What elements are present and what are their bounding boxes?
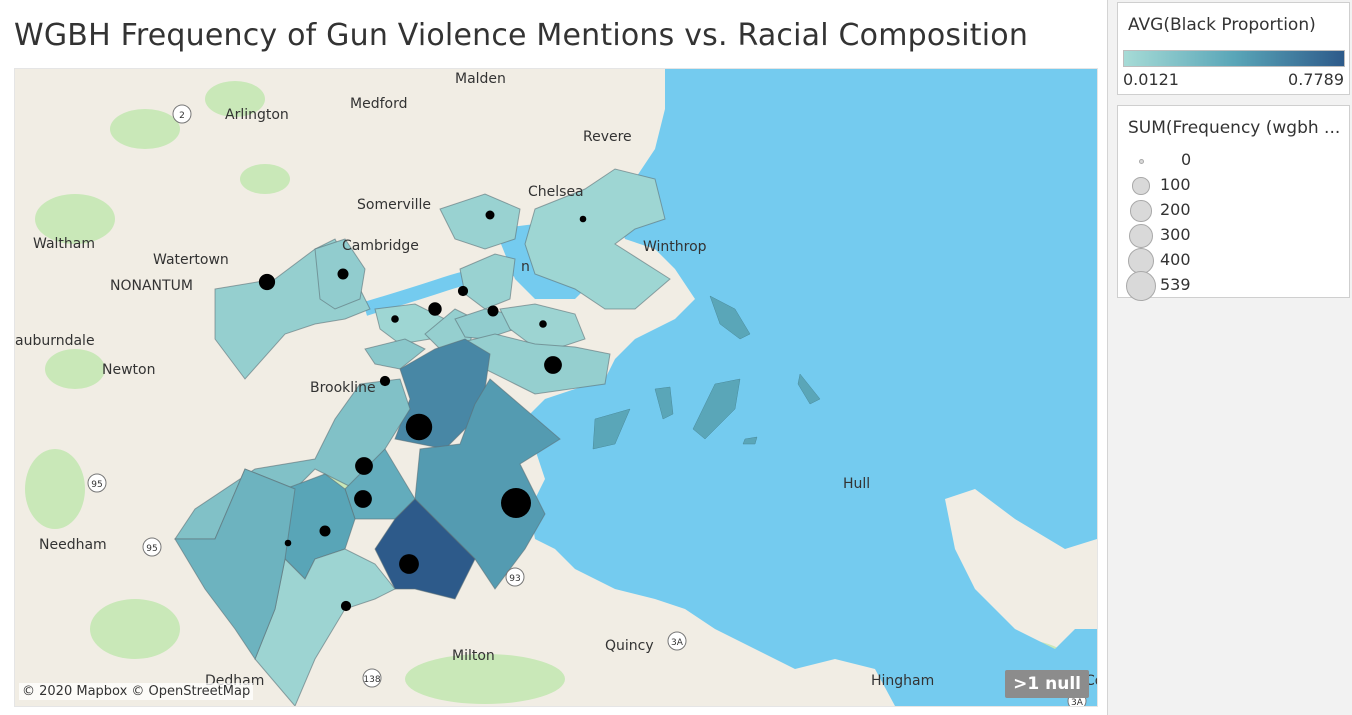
- road-shield: 3A: [667, 631, 687, 651]
- svg-text:3A: 3A: [671, 638, 684, 648]
- neighborhood-1[interactable]: [439, 193, 521, 250]
- place-label: Milton: [452, 648, 495, 664]
- place-label: Winthrop: [643, 239, 707, 255]
- frequency-dot-11[interactable]: [544, 356, 562, 374]
- place-label: Chelsea: [528, 184, 584, 200]
- frequency-dot-13[interactable]: [501, 488, 531, 518]
- svg-text:3A: 3A: [1071, 698, 1084, 706]
- place-label: Cambridge: [342, 238, 419, 254]
- size-legend-circle: [1132, 177, 1150, 195]
- size-legend-item: 200: [1124, 198, 1344, 222]
- map-attribution[interactable]: © 2020 Mapbox © OpenStreetMap: [19, 683, 254, 700]
- frequency-dot-8[interactable]: [487, 305, 499, 317]
- size-legend-item: 100: [1124, 173, 1344, 197]
- place-label: Somerville: [357, 197, 431, 213]
- neighborhood-10[interactable]: [364, 338, 426, 370]
- road-shields: 2 95 95 93 3A 3A 138: [87, 104, 1087, 706]
- road-shield: 93: [505, 567, 525, 587]
- place-label: Revere: [583, 129, 632, 145]
- frequency-dot-2[interactable]: [579, 215, 587, 223]
- color-ramp: [1123, 50, 1345, 67]
- frequency-dot-16[interactable]: [399, 554, 419, 574]
- place-label: Newton: [102, 362, 155, 378]
- size-legend-title: SUM(Frequency (wgbh ...: [1128, 118, 1341, 138]
- size-legend-label: 400: [1160, 250, 1191, 269]
- size-legend-item: 539: [1124, 271, 1344, 301]
- place-label: Arlington: [225, 107, 289, 123]
- frequency-dot-14[interactable]: [355, 457, 373, 475]
- svg-text:95: 95: [146, 544, 157, 554]
- place-label: Hull: [843, 476, 870, 492]
- road-shield: 95: [87, 473, 107, 493]
- place-label: Malden: [455, 71, 506, 87]
- svg-text:138: 138: [363, 675, 380, 685]
- size-legend-item: 300: [1124, 223, 1344, 249]
- size-legend-label: 0: [1181, 150, 1192, 169]
- place-label: Needham: [39, 537, 107, 553]
- place-label: Quincy: [605, 638, 654, 654]
- place-label: Watertown: [153, 252, 229, 268]
- frequency-dot-1[interactable]: [485, 210, 495, 220]
- place-label: Waltham: [33, 236, 95, 252]
- color-legend-min: 0.0121: [1123, 70, 1179, 89]
- worksheet-title: WGBH Frequency of Gun Violence Mentions …: [14, 18, 1029, 53]
- size-legend-label: 539: [1160, 275, 1191, 294]
- neighborhood-16[interactable]: [374, 498, 476, 600]
- size-legend-circle: [1127, 247, 1155, 275]
- size-legend-label: 300: [1160, 225, 1191, 244]
- frequency-dots: [258, 210, 587, 612]
- size-legend-item: 0: [1124, 148, 1344, 172]
- frequency-dot-9[interactable]: [539, 320, 547, 328]
- frequency-dot-10[interactable]: [379, 375, 391, 387]
- neighborhood-19[interactable]: [174, 468, 296, 661]
- frequency-dot-6[interactable]: [391, 315, 399, 323]
- null-indicator-badge[interactable]: >1 null: [1005, 670, 1089, 698]
- size-legend-circle: [1126, 271, 1156, 301]
- place-label: n: [521, 259, 530, 275]
- place-label: Brookline: [310, 380, 376, 396]
- size-legend-circle: [1138, 158, 1144, 164]
- place-labels: Malden Arlington Medford Revere Chelsea Somer…: [15, 71, 1097, 689]
- size-legend-label: 200: [1160, 200, 1191, 219]
- svg-text:95: 95: [91, 480, 102, 490]
- frequency-dot-15[interactable]: [354, 490, 372, 508]
- size-legend-label: 100: [1160, 175, 1191, 194]
- road-shield: 2: [172, 104, 192, 124]
- svg-text:2: 2: [179, 111, 185, 121]
- svg-text:93: 93: [509, 574, 520, 584]
- place-label: NONANTUM: [110, 278, 193, 294]
- road-shield: 95: [142, 537, 162, 557]
- place-label: Hingham: [871, 673, 934, 689]
- map-worksheet: WGBH Frequency of Gun Violence Mentions …: [0, 0, 1108, 715]
- harbor-islands: [592, 295, 821, 450]
- color-legend-max: 0.7789: [1288, 70, 1344, 89]
- frequency-dot-7[interactable]: [428, 302, 442, 316]
- neighborhood-2[interactable]: [524, 168, 671, 310]
- map-view[interactable]: 2 95 95 93 3A 3A 138 Malden Arlington Medford Rev…: [14, 68, 1098, 707]
- road-shield: 138: [362, 668, 382, 688]
- size-legend-circle: [1130, 200, 1152, 222]
- map-canvas[interactable]: 2 95 95 93 3A 3A 138 Malden Arlington Medford Rev…: [15, 69, 1097, 706]
- size-legend-circle: [1128, 223, 1154, 249]
- neighborhood-polygons: [174, 168, 671, 706]
- frequency-dot-18[interactable]: [340, 600, 352, 612]
- frequency-dot-4[interactable]: [337, 268, 349, 280]
- frequency-dot-17[interactable]: [319, 525, 331, 537]
- place-label: Medford: [350, 96, 407, 112]
- size-legend-item: 400: [1124, 247, 1344, 275]
- frequency-dot-19[interactable]: [284, 539, 292, 547]
- frequency-dot-5[interactable]: [457, 285, 469, 297]
- color-legend[interactable]: AVG(Black Proportion) 0.0121 0.7789: [1117, 2, 1350, 95]
- size-legend[interactable]: SUM(Frequency (wgbh ... 0 100 200 300 400 539: [1117, 105, 1350, 301]
- place-label: auburndale: [15, 333, 95, 349]
- frequency-dot-3[interactable]: [258, 273, 276, 291]
- frequency-dot-12[interactable]: [405, 413, 433, 441]
- color-legend-title: AVG(Black Proportion): [1128, 15, 1316, 35]
